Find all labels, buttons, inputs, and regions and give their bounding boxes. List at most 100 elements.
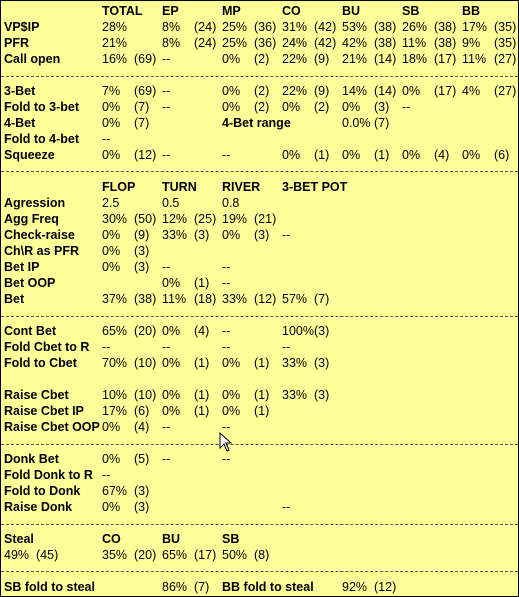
stat-sample-count: (14) — [374, 84, 397, 98]
stat-row: Fold Donk to R -- — [1, 467, 518, 483]
stat-sample-count: (1) — [254, 404, 270, 418]
stat-label: VP$IP — [4, 20, 40, 34]
stat-label: Fold to Cbet — [4, 356, 77, 370]
stat-value: 9% — [462, 36, 481, 50]
stat-sample-count: (17) — [434, 52, 457, 66]
stat-value: 33% — [162, 228, 188, 242]
stat-row: Call open 16% (69) -- 0% (2) 22% (9) 21% (14) 18% (… — [1, 51, 518, 67]
stat-sample-count: (36) — [254, 20, 277, 34]
stat-value: 53% — [342, 20, 368, 34]
stat-value: -- — [162, 84, 171, 98]
stat-sample-count: (69) — [134, 84, 157, 98]
stat-sample-count: (1) — [194, 388, 210, 402]
stat-value: 24% — [282, 36, 308, 50]
stat-value: 30% — [102, 212, 128, 226]
stat-label: Fold to 4-bet — [4, 132, 79, 146]
stat-sample-count: (1) — [194, 404, 210, 418]
header-total: TOTAL — [102, 4, 143, 18]
stat-value: -- — [222, 148, 231, 162]
stat-label: Call open — [4, 52, 61, 66]
stat-sample-count: (2) — [314, 100, 330, 114]
stat-label: Raise Cbet — [4, 388, 69, 402]
sb-fold-to-steal-count: (7) — [194, 580, 210, 594]
header-bb: BB — [462, 4, 481, 18]
stat-value: 4% — [462, 84, 481, 98]
stat-value: 11% — [462, 52, 487, 66]
stat-sample-count: (2) — [254, 52, 270, 66]
stat-value: 18% — [402, 52, 428, 66]
stat-value: 70% — [102, 356, 128, 370]
fold-to-steal-row: SB fold to steal 86% (7) BB fold to stea… — [1, 579, 518, 595]
stat-sample-count: (6) — [494, 148, 510, 162]
stat-value: 0% — [222, 52, 241, 66]
header-river: RIVER — [222, 180, 261, 194]
stat-row: Fold to 4-bet -- — [1, 131, 518, 147]
stat-label: Raise Donk — [4, 500, 73, 514]
stat-label: Fold to 3-bet — [4, 100, 79, 114]
steal-total-count: (45) — [36, 548, 59, 562]
stat-value: 16% — [102, 52, 128, 66]
stat-value: 2.5 — [102, 196, 120, 210]
stat-value: 8% — [162, 20, 181, 34]
stat-value: -- — [222, 276, 231, 290]
stat-value: 28% — [102, 20, 128, 34]
header-flop: FLOP — [102, 180, 136, 194]
stat-label: Agression — [4, 196, 66, 210]
stat-sample-count: (36) — [254, 36, 277, 50]
stat-value: -- — [102, 340, 111, 354]
stat-value: 0% — [462, 148, 481, 162]
stat-value: 25% — [222, 36, 248, 50]
steal-header-row: Steal CO BU SB — [1, 531, 518, 547]
stat-row: 3-Bet 7% (69) -- 0% (2) 22% (9) 14% (14) 0% (17) 4% (… — [1, 83, 518, 99]
stat-label: PFR — [4, 36, 29, 50]
stat-sample-count: (9) — [314, 84, 330, 98]
fourbet-range-row: 4-Bet range 0.0% (7) — [1, 115, 518, 131]
stat-sample-count: (4) — [194, 324, 210, 338]
stat-value: -- — [102, 468, 111, 482]
stat-value: -- — [222, 452, 231, 466]
stat-row: Bet IP 0% (3) -- -- — [1, 259, 518, 275]
header-3bet-pot: 3-BET POT — [282, 180, 348, 194]
stat-row: Raise Cbet 10% (10) 0% (1) 0% (1) 33% (3) — [1, 387, 518, 403]
stat-sample-count: (3) — [254, 228, 270, 242]
stat-value: 0% — [282, 148, 301, 162]
steal-bu-header: BU — [162, 532, 181, 546]
section-divider — [1, 524, 518, 525]
stat-value: 22% — [282, 84, 308, 98]
stat-row: Fold to Donk 67% (3) — [1, 483, 518, 499]
stat-value: -- — [162, 420, 171, 434]
stat-sample-count: (35) — [494, 36, 517, 50]
stat-label: 4-Bet — [4, 116, 36, 130]
stat-sample-count: (27) — [494, 52, 517, 66]
stat-row: Check-raise 0% (9) 33% (3) 0% (3) -- — [1, 227, 518, 243]
stat-label: Bet — [4, 292, 25, 306]
stat-sample-count: (42) — [314, 36, 337, 50]
stat-sample-count: (7) — [134, 100, 150, 114]
stat-value: 11% — [162, 292, 187, 306]
stat-sample-count: (7) — [314, 292, 330, 306]
stat-sample-count: (35) — [494, 20, 517, 34]
stat-sample-count: (24) — [194, 20, 217, 34]
stat-value: 17% — [462, 20, 488, 34]
stat-value: 100% — [282, 324, 314, 338]
stat-sample-count: (3) — [194, 228, 210, 242]
stat-row: Agg Freq 30% (50) 12% (25) 19% (21) — [1, 211, 518, 227]
stat-label: Fold to Donk — [4, 484, 81, 498]
stat-value: 42% — [342, 36, 368, 50]
stat-row: 4-Bet 0% (7) — [1, 115, 518, 131]
stat-value: 25% — [222, 20, 248, 34]
bb-fold-to-steal-value: 92% — [342, 580, 368, 594]
stat-value: 0% — [162, 276, 181, 290]
stat-sample-count: (4) — [134, 420, 150, 434]
steal-co-value: 35% — [102, 548, 128, 562]
steal-co-count: (20) — [134, 548, 157, 562]
sb-fold-to-steal-value: 86% — [162, 580, 188, 594]
stat-value: -- — [222, 324, 231, 338]
stat-value: 21% — [102, 36, 128, 50]
stat-row: Fold Cbet to R -- -- -- -- — [1, 339, 518, 355]
stat-label: Raise Cbet IP — [4, 404, 84, 418]
stat-row: Fold to 3-bet 0% (7) -- 0% (2) 0% (2) 0% (3) -- — [1, 99, 518, 115]
stat-sample-count: (12) — [134, 148, 157, 162]
stat-label: Fold Donk to R — [4, 468, 93, 482]
stat-sample-count: (38) — [374, 20, 397, 34]
